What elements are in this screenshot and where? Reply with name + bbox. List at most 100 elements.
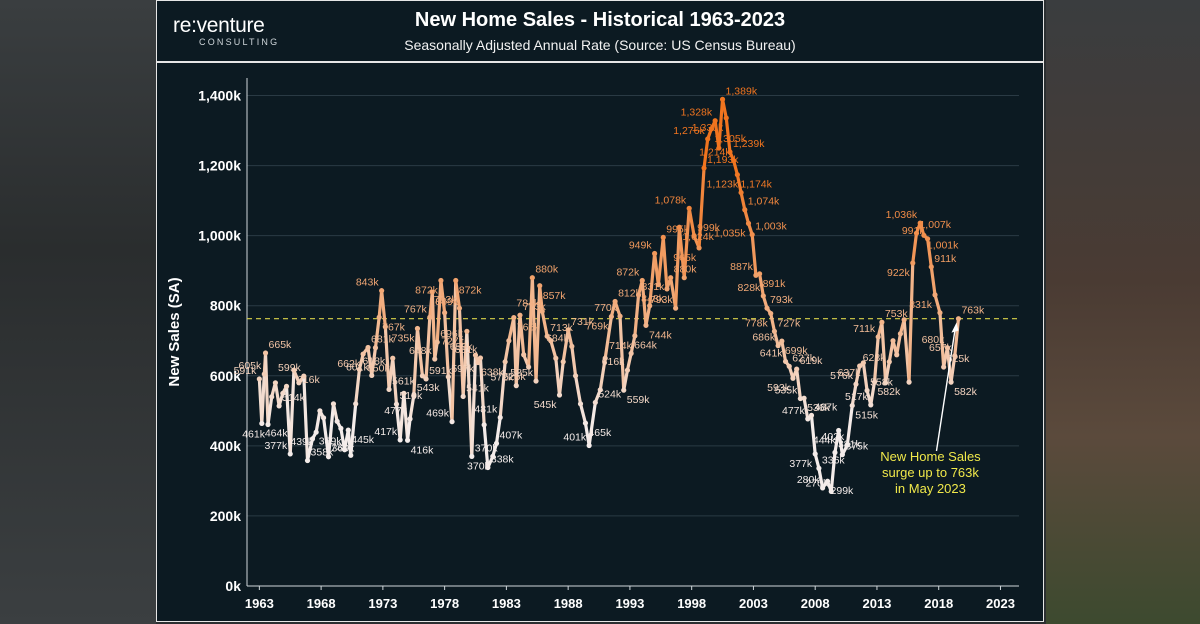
data-point	[910, 260, 916, 266]
data-label: 481k	[474, 403, 498, 415]
data-label: 831k	[909, 299, 933, 311]
data-point	[539, 308, 545, 314]
series-segment	[561, 328, 570, 364]
series-segment	[739, 190, 747, 212]
data-label: 638k	[481, 366, 505, 378]
data-label: 949k	[629, 240, 653, 252]
data-label: 727k	[441, 335, 465, 347]
data-label: 445k	[351, 434, 375, 446]
data-point	[353, 401, 359, 407]
data-point	[472, 352, 479, 358]
data-point	[853, 381, 859, 387]
data-label: 1,003k	[755, 221, 787, 233]
series-segment	[724, 116, 732, 154]
data-point	[556, 392, 563, 398]
data-point	[521, 352, 527, 358]
data-point	[572, 373, 579, 379]
data-point	[597, 387, 603, 393]
data-label: 637k	[838, 367, 862, 379]
series-segment	[538, 284, 544, 313]
x-tick-label: 1978	[430, 596, 459, 611]
data-point	[449, 419, 455, 425]
x-tick-label: 2008	[801, 596, 830, 611]
series-segment	[288, 368, 296, 456]
data-point	[369, 372, 375, 379]
data-point	[460, 393, 466, 400]
data-label: 793k	[434, 294, 458, 306]
data-point	[560, 359, 566, 365]
data-label: 848k	[641, 293, 665, 305]
series-segment	[482, 423, 490, 470]
series-segment	[618, 314, 626, 392]
data-label: 713k	[550, 322, 574, 334]
data-label: 616k	[297, 374, 321, 386]
data-point	[879, 319, 885, 325]
data-label: 872k	[459, 284, 483, 296]
data-label: 911k	[934, 253, 957, 265]
data-point	[475, 359, 481, 366]
series-segment	[687, 206, 696, 238]
background-left	[0, 0, 156, 624]
data-label: 657k	[929, 342, 953, 354]
series-segment	[850, 382, 858, 408]
data-label: 477k	[384, 405, 408, 417]
data-point	[360, 351, 366, 357]
data-point	[716, 145, 722, 151]
data-point	[617, 313, 623, 319]
series-segment	[720, 97, 728, 120]
data-label: 880k	[674, 264, 698, 276]
data-point	[738, 189, 744, 196]
x-tick-label: 1988	[554, 596, 583, 611]
data-label: 681k	[371, 333, 395, 345]
data-point	[955, 316, 962, 322]
data-label: 535k	[775, 385, 799, 397]
data-label: 572k	[490, 372, 514, 384]
data-point	[668, 275, 674, 281]
data-label: 377k	[789, 458, 813, 470]
data-point	[548, 338, 554, 344]
data-point	[453, 277, 459, 284]
data-label: 1,074k	[748, 196, 780, 208]
series-segment	[405, 417, 412, 442]
data-point	[526, 364, 532, 370]
series-segment	[354, 367, 362, 406]
data-point	[386, 386, 392, 393]
series-segment	[648, 251, 657, 308]
data-point	[948, 379, 954, 385]
data-point	[379, 288, 385, 294]
data-point	[338, 425, 344, 431]
data-label: 650k	[367, 362, 391, 374]
data-label: 599k	[278, 362, 302, 374]
data-point	[330, 401, 337, 407]
data-point	[860, 360, 866, 366]
brand-logo: re:venture CONSULTING	[173, 15, 279, 48]
series-segment	[769, 311, 777, 333]
series-segment	[817, 466, 825, 490]
data-label: 995k	[666, 223, 690, 235]
data-label: 922k	[887, 267, 911, 279]
data-label: 1,193k	[707, 154, 739, 166]
series-segment	[845, 403, 854, 447]
data-point	[771, 328, 778, 334]
data-point	[794, 366, 800, 372]
series-segment	[717, 97, 725, 150]
data-point	[691, 233, 697, 239]
series-segment	[625, 351, 633, 372]
data-point	[429, 289, 435, 295]
data-label: 711k	[853, 323, 876, 335]
data-label: 375k	[845, 441, 869, 453]
data-label: 753k	[885, 308, 909, 320]
data-point	[301, 373, 307, 379]
series-segment	[929, 265, 937, 297]
data-point	[445, 374, 451, 380]
data-point	[681, 275, 687, 281]
data-point	[490, 453, 496, 459]
y-tick-label: 0k	[225, 578, 241, 594]
data-point	[529, 275, 535, 281]
data-label: 812k	[618, 288, 642, 300]
chart-subtitle: Seasonally Adjusted Annual Rate (Source:…	[404, 37, 796, 53]
x-tick-label: 1998	[677, 596, 706, 611]
data-point	[511, 315, 517, 321]
data-point	[890, 338, 896, 344]
data-label: 619k	[800, 355, 824, 367]
